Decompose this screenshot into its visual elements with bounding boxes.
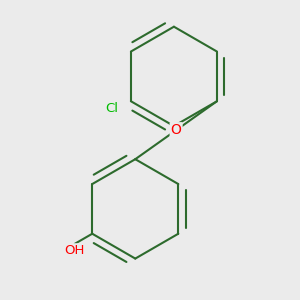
Text: O: O (171, 123, 182, 137)
Text: Cl: Cl (105, 102, 118, 115)
Text: OH: OH (64, 244, 85, 257)
